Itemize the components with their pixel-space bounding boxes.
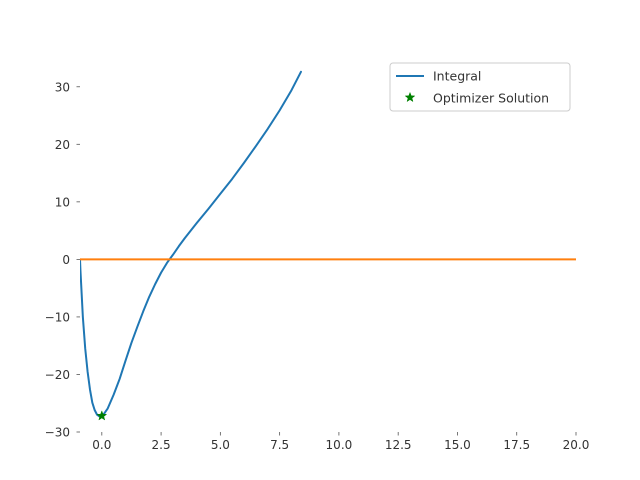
y-tick-label: 20 [55, 138, 70, 152]
legend-label-integral: Integral [433, 69, 481, 84]
y-tick-label: −10 [45, 310, 70, 324]
optimizer-solution-marker [96, 410, 108, 421]
markers [96, 410, 108, 421]
legend: Integral Optimizer Solution [389, 62, 571, 112]
x-tick-label: 7.5 [270, 438, 289, 452]
y-tick-label: 10 [55, 195, 70, 209]
x-tick-label: 20.0 [563, 438, 590, 452]
legend-star-swatch [404, 91, 416, 103]
legend-frame [389, 62, 571, 112]
y-tick-label: 30 [55, 80, 70, 94]
x-axis: 0.0 2.5 5.0 7.5 10.0 12.5 15.0 17.5 20.0 [92, 432, 589, 452]
x-tick-label: 0.0 [92, 438, 111, 452]
x-tick-label: 2.5 [152, 438, 171, 452]
y-axis: −30 −20 −10 0 10 20 30 [45, 80, 80, 440]
y-tick-label: −20 [45, 368, 70, 382]
x-tick-label: 10.0 [326, 438, 353, 452]
y-tick-label: −30 [45, 426, 70, 440]
x-tick-label: 17.5 [503, 438, 530, 452]
legend-label-optimizer-solution: Optimizer Solution [433, 91, 549, 106]
series-line-integral [80, 70, 302, 418]
x-tick-label: 15.0 [444, 438, 471, 452]
y-tick-label: 0 [62, 253, 70, 267]
x-tick-label: 12.5 [385, 438, 412, 452]
plot-area [80, 70, 576, 418]
x-tick-label: 5.0 [211, 438, 230, 452]
